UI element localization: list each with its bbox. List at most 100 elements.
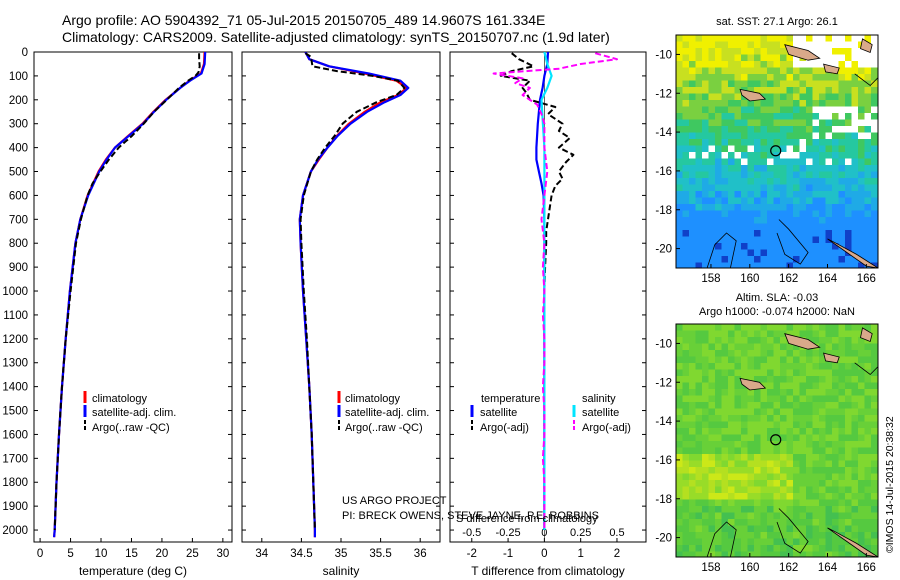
sst-map-cell: [728, 93, 735, 101]
sla-map-cell: [799, 486, 807, 494]
sla-map-cell: [760, 454, 768, 461]
sla-map-cell: [871, 337, 878, 344]
sla-map-cell: [845, 441, 852, 448]
sst-map-cell: [851, 126, 859, 133]
sla-map-cell: [721, 486, 729, 494]
sla-map-cell: [754, 434, 761, 442]
sst-map-cell: [702, 236, 709, 244]
sst-map-cell: [838, 93, 846, 101]
sst-map-cell: [689, 191, 696, 198]
sst-map-cell: [728, 256, 735, 263]
sst-map-cell: [838, 165, 846, 172]
sla-map-cell: [838, 395, 846, 403]
lat-tick-label: -16: [655, 166, 672, 178]
sla-map-cell: [734, 350, 742, 357]
sla-map-cell: [689, 350, 696, 357]
sla-map-cell: [799, 480, 807, 487]
sst-map-cell: [871, 113, 878, 120]
sla-map-cell: [851, 389, 859, 396]
sla-map-cell: [832, 395, 839, 403]
sla-map-cell: [676, 389, 683, 396]
sla-map-cell: [682, 337, 690, 344]
sst-map-cell: [760, 236, 768, 244]
sla-map-cell: [819, 551, 826, 557]
sst-map-cell: [832, 61, 839, 68]
sst-map-cell: [819, 100, 826, 107]
sst-map-cell: [767, 35, 774, 42]
sla-map-cell: [689, 447, 696, 455]
sst-map-cell: [721, 256, 729, 263]
sst-map-cell: [825, 210, 833, 218]
sst-map-cell: [695, 171, 703, 179]
sla-map-cell: [864, 376, 872, 383]
sst-map-cell: [747, 178, 755, 185]
sst-map-cell: [747, 165, 755, 172]
sla-map-cell: [747, 493, 755, 500]
sla-map-cell: [812, 376, 820, 383]
sst-map-cell: [741, 74, 748, 81]
sla-map-cell: [721, 480, 729, 487]
lon-tick-label: 160: [740, 562, 759, 574]
sst-map-cell: [747, 100, 755, 107]
sst-map-cell: [773, 139, 781, 146]
sla-map-cell: [858, 525, 865, 533]
sst-map-cell: [832, 74, 839, 81]
sla-map-cell: [799, 493, 807, 500]
sst-map-cell: [767, 80, 774, 88]
sst-map-cell: [754, 236, 761, 244]
sst-map-cell: [760, 230, 768, 237]
sla-map-cell: [747, 467, 755, 474]
sla-map-cell: [832, 324, 839, 331]
sla-map-cell: [682, 434, 690, 442]
sst-map-cell: [715, 236, 722, 244]
sla-map-cell: [832, 486, 839, 494]
sla-map-cell: [806, 324, 813, 331]
sla-map-cell: [702, 389, 709, 396]
sst-map-cell: [786, 262, 794, 268]
sst-map-cell: [689, 35, 696, 42]
sst-map-cell: [851, 204, 859, 211]
sst-map-cell: [689, 93, 696, 101]
sst-map-cell: [734, 165, 742, 172]
sst-map-cell: [851, 171, 859, 179]
sla-map-cell: [734, 343, 742, 351]
x-tick-label: -1: [503, 548, 513, 560]
legend-label-satellite: satellite-adj. clim.: [92, 407, 176, 419]
sst-map-cell: [702, 80, 709, 88]
sst-map-cell: [767, 132, 774, 140]
sla-map-cell: [676, 499, 683, 507]
sla-map-cell: [682, 363, 690, 370]
sst-map-cell: [741, 80, 748, 88]
sla-map-cell: [695, 382, 703, 390]
sla-map-cell: [838, 415, 846, 422]
sst-map-cell: [754, 191, 761, 198]
sla-map-cell: [760, 460, 768, 468]
sla-map-cell: [702, 421, 709, 429]
depth-tick-label: 1000: [2, 286, 28, 298]
sst-map-cell: [877, 74, 878, 81]
sla-map-cell: [786, 519, 794, 526]
sla-map-cell: [864, 499, 872, 507]
sst-map-cell: [799, 35, 807, 42]
sla-map-cell: [702, 395, 709, 403]
sla-map-cell: [754, 493, 761, 500]
sla-map-cell: [819, 467, 826, 474]
sst-map-cell: [695, 41, 703, 49]
sst-map-cell: [786, 249, 794, 257]
sla-map-cell: [754, 480, 761, 487]
sst-map-cell: [825, 126, 833, 133]
sla-map-cell: [851, 532, 859, 539]
sst-map-cell: [767, 100, 774, 107]
sla-map-cell: [812, 499, 820, 507]
sst-map-cell: [825, 184, 833, 192]
sst-map-cell: [786, 80, 794, 88]
sla-map-cell: [728, 519, 735, 526]
sla-map-cell: [741, 506, 748, 513]
sla-map-cell: [806, 369, 813, 377]
sst-map-cell: [754, 184, 761, 192]
sst-map-cell: [734, 223, 742, 231]
sst-map-cell: [806, 35, 813, 42]
sla-map-cell: [767, 376, 774, 383]
sla-map-cell: [806, 415, 813, 422]
sst-map-cell: [754, 243, 761, 250]
